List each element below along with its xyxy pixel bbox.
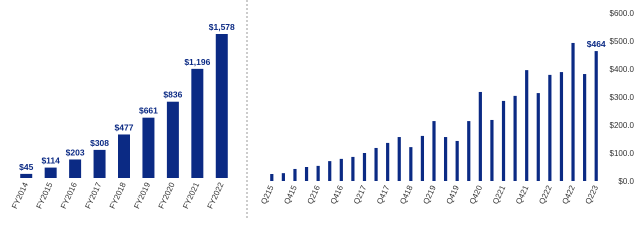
- bar: [166, 101, 179, 178]
- chart: $45 FY2014 $114 FY2015 $203 FY2016 $308 FY2017 $…: [10, 0, 635, 218]
- bar: [536, 93, 540, 181]
- y-tick-label: $300.0: [610, 93, 635, 102]
- y-tick-label: $100.0: [610, 149, 635, 158]
- y-tick-label: $600.0: [610, 9, 635, 18]
- bar: [374, 147, 378, 181]
- bar: [420, 135, 425, 181]
- x-tick-label: Q222: [537, 184, 554, 206]
- x-tick-label: Q221: [491, 184, 508, 206]
- bar: [304, 167, 309, 181]
- bar: [386, 142, 390, 181]
- x-tick-label: Q223: [584, 184, 601, 206]
- y-tick-label: $400.0: [610, 65, 635, 74]
- x-tick-label: Q416: [329, 184, 346, 206]
- x-tick-label: FY2014: [10, 181, 30, 211]
- x-tick-label: Q418: [398, 184, 415, 206]
- bar: [328, 161, 332, 181]
- bar: [351, 156, 355, 181]
- y-tick-label: $200.0: [610, 121, 635, 130]
- x-tick-label: FY2022: [206, 181, 226, 211]
- bar: [490, 119, 494, 181]
- x-tick-label: Q419: [445, 184, 462, 206]
- x-tick-label: FY2015: [34, 181, 54, 211]
- bar: [339, 158, 343, 181]
- x-tick-label: FY2016: [59, 181, 79, 211]
- bar: [215, 34, 228, 178]
- bar: [443, 137, 448, 181]
- bar: [409, 147, 413, 181]
- bar: [397, 137, 401, 181]
- value-label: $45: [19, 162, 33, 172]
- bar: [118, 134, 130, 178]
- value-label: $308: [90, 138, 109, 148]
- x-tick-label: Q215: [259, 184, 276, 206]
- bar: [467, 121, 471, 181]
- bar: [20, 173, 33, 178]
- bar: [316, 165, 320, 181]
- bar: [478, 91, 482, 181]
- value-label: $836: [163, 90, 182, 100]
- bar: [513, 95, 517, 181]
- x-tick-label: Q417: [375, 184, 392, 206]
- x-tick-label: FY2021: [181, 181, 201, 211]
- x-tick-label: Q219: [421, 184, 438, 206]
- page: {"chart_data": [ {"type": "bar", "color"…: [10, 0, 635, 218]
- value-label: $464: [587, 39, 606, 49]
- bar: [559, 72, 564, 181]
- x-tick-label: Q421: [514, 184, 531, 206]
- x-tick-label: Q216: [306, 184, 323, 206]
- value-label: $1,196: [184, 57, 210, 67]
- value-label: $477: [115, 122, 134, 132]
- bar: [191, 68, 204, 178]
- bar: [548, 74, 552, 181]
- bar: [362, 153, 367, 181]
- bar: [281, 173, 285, 181]
- x-tick-label: Q217: [352, 184, 369, 206]
- bar: [583, 74, 587, 181]
- bar: [69, 159, 82, 178]
- bar: [270, 174, 274, 181]
- y-tick-label: $500.0: [610, 37, 635, 46]
- x-tick-label: Q420: [468, 184, 485, 206]
- x-tick-label: FY2019: [132, 181, 152, 211]
- bar: [44, 167, 57, 178]
- bar: [432, 121, 436, 181]
- bar: [293, 168, 297, 181]
- bar: [501, 100, 506, 181]
- x-tick-label: FY2017: [83, 181, 103, 211]
- y-tick-label: $0.0: [618, 177, 634, 186]
- x-tick-label: Q415: [282, 184, 299, 206]
- bar: [142, 117, 155, 178]
- bar: [571, 42, 575, 182]
- value-label: $203: [66, 147, 85, 157]
- x-tick-label: FY2020: [157, 181, 177, 211]
- bar: [525, 70, 529, 181]
- x-tick-label: Q422: [560, 184, 577, 206]
- bar: [594, 51, 598, 181]
- value-label: $114: [41, 156, 60, 166]
- bar: [93, 149, 106, 178]
- bar: [455, 140, 459, 181]
- value-label: $661: [139, 106, 158, 116]
- value-label: $1,578: [209, 22, 235, 32]
- x-tick-label: FY2018: [108, 181, 128, 211]
